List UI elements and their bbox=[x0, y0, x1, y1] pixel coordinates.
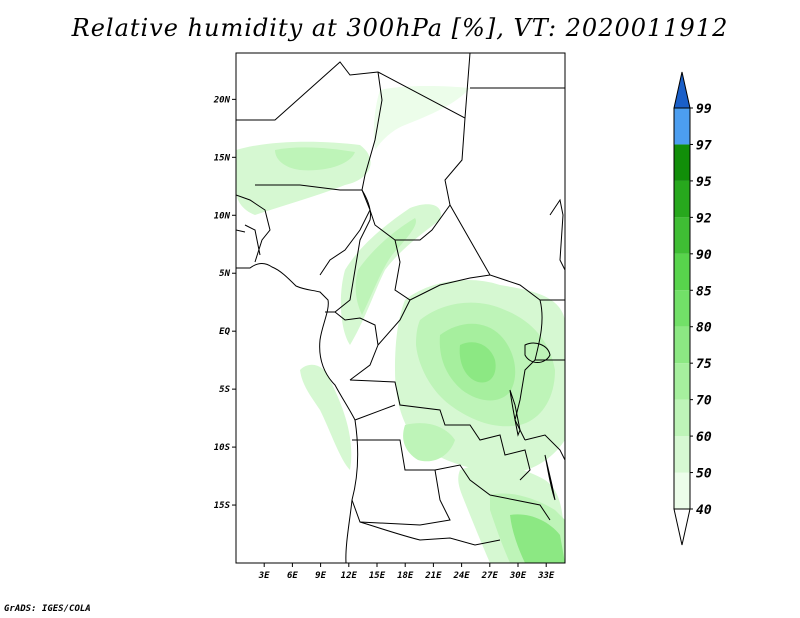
lat-tick-label: 10S bbox=[214, 443, 231, 453]
lon-tick-label: 33E bbox=[537, 571, 555, 581]
colorbar-label: 40 bbox=[696, 503, 712, 518]
humidity-region-coast bbox=[300, 364, 352, 470]
lon-tick-label: 24E bbox=[452, 571, 470, 581]
lake-tanganyika bbox=[509, 389, 521, 437]
humidity-region-central-core bbox=[459, 342, 496, 383]
border-zambia bbox=[434, 464, 551, 521]
humidity-region-southwest bbox=[403, 423, 455, 462]
lon-tick-label: 18E bbox=[397, 571, 414, 581]
colorbar-segment bbox=[674, 436, 690, 473]
colorbar: 40 50 60 70 75 80 85 90 92 95 97 99 bbox=[673, 71, 712, 546]
footer-credit: GrADS: IGES/COLA bbox=[4, 604, 91, 614]
coastline-west bbox=[236, 262, 359, 563]
lat-tick-label: 15N bbox=[214, 153, 231, 163]
colorbar-segment bbox=[674, 144, 690, 181]
lon-tick-label: 27E bbox=[481, 571, 499, 581]
colorbar-frame bbox=[673, 107, 691, 510]
lake-victoria bbox=[524, 342, 551, 363]
map-frame bbox=[235, 52, 566, 564]
map-title: Relative humidity at 300hPa [%], VT: 202… bbox=[71, 14, 729, 42]
border-misc-2 bbox=[549, 198, 565, 271]
humidity-shading bbox=[236, 85, 565, 563]
humidity-region-band bbox=[340, 204, 441, 345]
lon-tick-label: 6E bbox=[287, 571, 298, 581]
lake-malawi bbox=[544, 454, 556, 501]
humidity-region-band-core bbox=[355, 218, 416, 315]
colorbar-segment bbox=[674, 180, 690, 218]
border-east-1 bbox=[514, 299, 543, 441]
colorbar-label: 90 bbox=[696, 248, 712, 263]
colorbar-segment bbox=[674, 108, 690, 145]
border-north-1 bbox=[236, 61, 379, 121]
lon-tick-label: 12E bbox=[341, 571, 358, 581]
lon-tick-label: 3E bbox=[258, 571, 270, 581]
colorbar-label: 70 bbox=[696, 394, 712, 409]
lon-tick-label: 15E bbox=[369, 571, 386, 581]
lat-tick-label: EQ bbox=[219, 327, 230, 337]
lon-tick-label: 9E bbox=[315, 571, 326, 581]
colorbar-label: 99 bbox=[696, 102, 712, 117]
border-misc-1 bbox=[236, 224, 261, 256]
colorbar-label: 80 bbox=[696, 321, 712, 336]
colorbar-label: 75 bbox=[696, 357, 712, 372]
lon-tick-label: 30E bbox=[509, 571, 527, 581]
border-sahel-west bbox=[236, 194, 271, 263]
colorbar-segment bbox=[674, 472, 690, 509]
humidity-region-sahel-core bbox=[275, 147, 355, 171]
lat-tick-label: 5N bbox=[219, 269, 230, 279]
colorbar-segment bbox=[674, 326, 690, 364]
humidity-region-southeast-core bbox=[510, 514, 565, 563]
colorbar-segment bbox=[674, 363, 690, 400]
border-drc bbox=[349, 379, 531, 481]
colorbar-segment bbox=[674, 217, 690, 254]
border-angola bbox=[351, 404, 451, 526]
border-congo bbox=[334, 299, 411, 381]
colorbar-segment bbox=[674, 290, 690, 327]
colorbar-label: 92 bbox=[696, 211, 712, 226]
colorbar-segment bbox=[674, 253, 690, 291]
colorbar-segment bbox=[674, 399, 690, 437]
colorbar-label: 60 bbox=[696, 430, 712, 445]
humidity-region-north bbox=[373, 85, 470, 150]
latitude-axis: 20N 15N 10N 5N EQ 5S 10S 15S bbox=[213, 95, 236, 511]
border-sudan bbox=[449, 53, 565, 301]
colorbar-label: 95 bbox=[696, 175, 712, 190]
border-south bbox=[359, 521, 501, 546]
lat-tick-label: 15S bbox=[214, 501, 231, 511]
border-east-2 bbox=[524, 359, 565, 461]
colorbar-bottom-arrow bbox=[673, 508, 691, 546]
lon-tick-label: 21E bbox=[424, 571, 442, 581]
colorbar-label: 97 bbox=[696, 138, 712, 153]
colorbar-top-arrow bbox=[673, 71, 691, 109]
lat-tick-label: 10N bbox=[214, 211, 231, 221]
border-north-2 bbox=[361, 71, 383, 191]
lat-tick-label: 5S bbox=[219, 385, 230, 395]
longitude-axis: 3E 6E 9E 12E 15E 18E 21E 24E 27E 30E 33E bbox=[258, 563, 555, 581]
colorbar-label: 85 bbox=[696, 284, 712, 299]
colorbar-label: 50 bbox=[696, 467, 712, 482]
lat-tick-label: 20N bbox=[213, 95, 231, 105]
border-chad bbox=[369, 71, 466, 241]
border-cameroon bbox=[325, 189, 371, 313]
country-borders bbox=[236, 53, 565, 563]
